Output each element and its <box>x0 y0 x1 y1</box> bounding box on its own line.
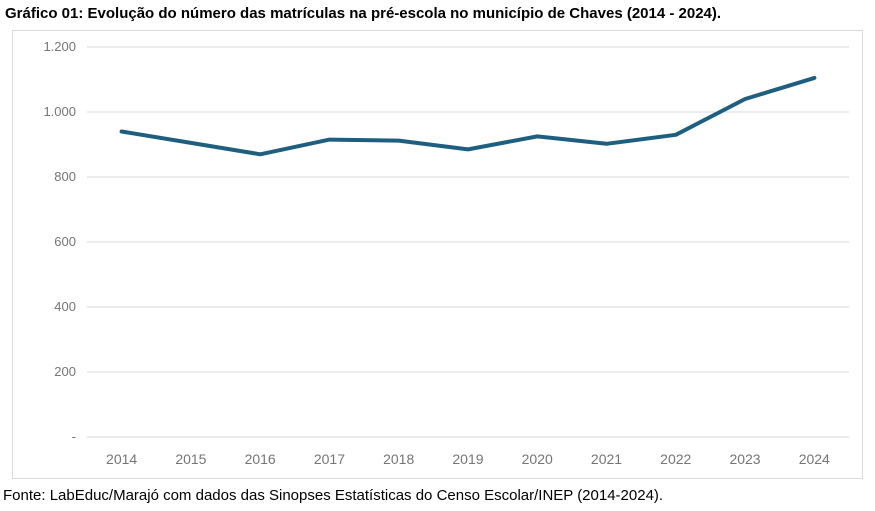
x-tick-label: 2022 <box>660 451 692 467</box>
x-axis: 2014 2015 2016 2017 2018 2019 2020 2021 … <box>87 450 849 468</box>
source-note: Fonte: LabEduc/Marajó com dados das Sino… <box>3 487 664 504</box>
x-tick-label: 2020 <box>521 451 553 467</box>
y-tick-label: 400 <box>54 299 76 314</box>
x-tick-label: 2021 <box>590 451 623 467</box>
series-line <box>119 75 817 157</box>
x-tick-label: 2019 <box>452 451 484 467</box>
chart-title: Gráfico 01: Evolução do número das matrí… <box>5 5 722 22</box>
y-tick-label: 800 <box>54 169 76 184</box>
y-tick-label: 200 <box>54 364 76 379</box>
x-tick-label: 2016 <box>244 451 276 467</box>
x-tick-label: 2018 <box>383 451 415 467</box>
x-tick-label: 2017 <box>313 451 345 467</box>
line-chart-svg <box>87 46 849 438</box>
x-tick-label: 2014 <box>106 451 138 467</box>
y-tick-label: 600 <box>54 234 76 249</box>
x-tick-label: 2015 <box>175 451 207 467</box>
y-tick-label: 1.000 <box>43 104 76 119</box>
y-tick-label: - <box>71 429 76 444</box>
x-tick-label: 2024 <box>798 451 830 467</box>
y-tick-label: 1.200 <box>43 39 76 54</box>
x-tick-label: 2023 <box>729 451 761 467</box>
chart-frame: 1.200 1.000 800 600 400 200 - 2014 2015 … <box>12 30 863 479</box>
